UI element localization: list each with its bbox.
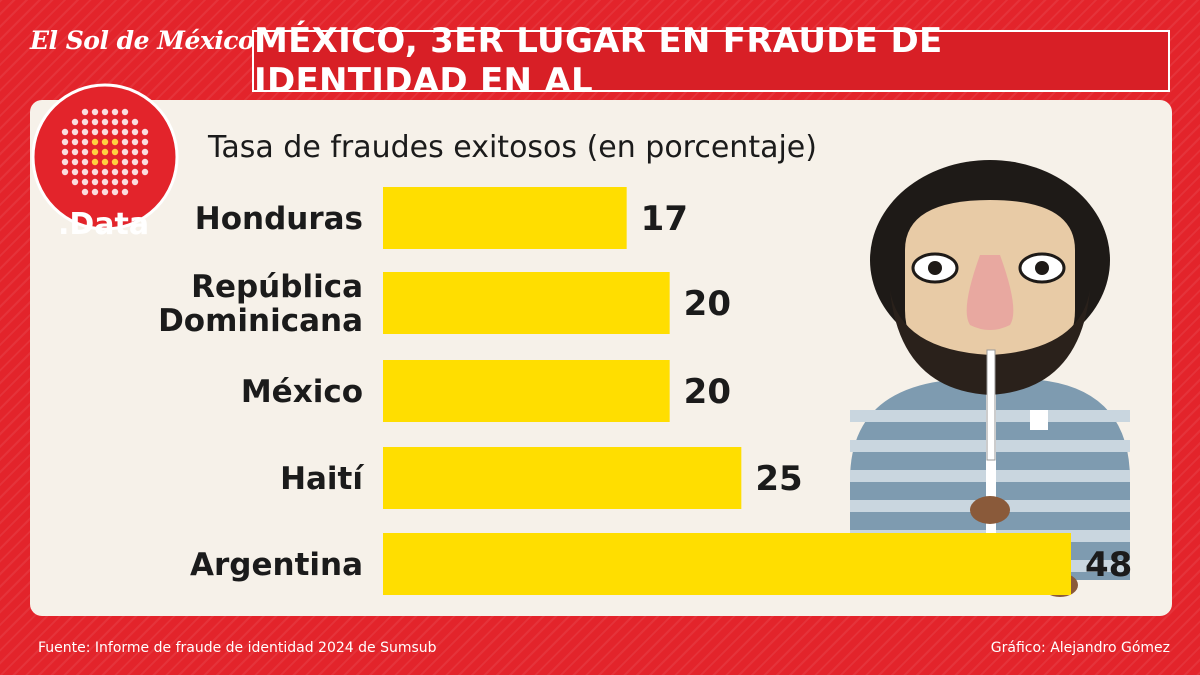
logo-dot bbox=[61, 148, 69, 156]
logo-dot bbox=[131, 138, 139, 146]
logo-dot bbox=[91, 128, 99, 136]
logo-dot bbox=[121, 178, 129, 186]
logo-dot bbox=[91, 138, 99, 146]
logo-dot bbox=[131, 158, 139, 166]
logo-dot bbox=[121, 108, 129, 116]
logo-dot bbox=[71, 168, 79, 176]
logo-dot bbox=[91, 178, 99, 186]
logo-dot bbox=[111, 148, 119, 156]
source-note: Fuente: Informe de fraude de identidad 2… bbox=[38, 640, 437, 656]
bar-0 bbox=[383, 187, 627, 249]
logo-dot bbox=[111, 108, 119, 116]
logo-dot bbox=[111, 178, 119, 186]
value-label: 17 bbox=[641, 199, 688, 239]
headline-box: MÉXICO, 3ER LUGAR EN FRAUDE DE IDENTIDAD… bbox=[252, 21, 1170, 101]
value-label: 48 bbox=[1085, 545, 1132, 585]
logo-dot bbox=[141, 168, 149, 176]
fraudster-illustration-icon bbox=[850, 160, 1130, 597]
headline: MÉXICO, 3ER LUGAR EN FRAUDE DE IDENTIDAD… bbox=[254, 21, 943, 101]
data-logo-label: .Data bbox=[58, 207, 149, 242]
category-label: Honduras bbox=[195, 201, 363, 237]
logo-dot bbox=[131, 118, 139, 126]
bar-4 bbox=[383, 533, 1071, 595]
logo-dot bbox=[121, 168, 129, 176]
logo-dot bbox=[81, 178, 89, 186]
logo-dot bbox=[91, 108, 99, 116]
logo-dot bbox=[61, 138, 69, 146]
logo-dot bbox=[131, 168, 139, 176]
category-label: República bbox=[191, 269, 363, 305]
logo-dot bbox=[101, 108, 109, 116]
category-label: Haití bbox=[280, 461, 364, 497]
logo-dot bbox=[91, 168, 99, 176]
logo-dot bbox=[121, 148, 129, 156]
logo-dot bbox=[91, 118, 99, 126]
logo-dot bbox=[81, 188, 89, 196]
logo-dot bbox=[101, 148, 109, 156]
logo-dot bbox=[111, 188, 119, 196]
value-label: 25 bbox=[755, 459, 802, 499]
logo-dot bbox=[81, 108, 89, 116]
category-label: Dominicana bbox=[158, 303, 363, 339]
logo-dot bbox=[141, 158, 149, 166]
logo-dot bbox=[111, 128, 119, 136]
logo-dot bbox=[101, 128, 109, 136]
logo-dot bbox=[81, 128, 89, 136]
logo-dot bbox=[111, 158, 119, 166]
logo-dot bbox=[141, 128, 149, 136]
value-label: 20 bbox=[684, 372, 731, 412]
category-label: México bbox=[241, 374, 363, 410]
logo-dot bbox=[121, 138, 129, 146]
logo-dot bbox=[101, 178, 109, 186]
logo-dot bbox=[101, 118, 109, 126]
logo-dot bbox=[91, 158, 99, 166]
logo-dot bbox=[101, 138, 109, 146]
logo-dot bbox=[121, 118, 129, 126]
bar-1 bbox=[383, 272, 670, 334]
bar-3 bbox=[383, 447, 742, 509]
logo-dot bbox=[71, 158, 79, 166]
logo-dot bbox=[91, 148, 99, 156]
chart-title: Tasa de fraudes exitosos (en porcentaje) bbox=[208, 130, 817, 165]
value-label: 20 bbox=[684, 284, 731, 324]
logo-dot bbox=[61, 168, 69, 176]
logo-dot bbox=[81, 168, 89, 176]
logo-dot bbox=[71, 138, 79, 146]
logo-dot bbox=[81, 118, 89, 126]
logo-dot bbox=[141, 148, 149, 156]
logo-dot bbox=[71, 178, 79, 186]
logo-dot bbox=[71, 118, 79, 126]
dot-pattern-icon bbox=[61, 108, 149, 196]
logo-dot bbox=[81, 148, 89, 156]
logo-dot bbox=[121, 188, 129, 196]
logo-dot bbox=[131, 178, 139, 186]
logo-dot bbox=[81, 138, 89, 146]
logo-dot bbox=[61, 128, 69, 136]
masthead: El Sol de México bbox=[30, 26, 255, 55]
logo-dot bbox=[81, 158, 89, 166]
logo-dot bbox=[71, 148, 79, 156]
logo-dot bbox=[111, 118, 119, 126]
data-logo: .Data bbox=[31, 83, 179, 242]
logo-dot bbox=[111, 138, 119, 146]
logo-dot bbox=[71, 128, 79, 136]
logo-dot bbox=[121, 158, 129, 166]
logo-dot bbox=[91, 188, 99, 196]
graphic-credit: Gráfico: Alejandro Gómez bbox=[990, 640, 1170, 656]
logo-dot bbox=[101, 188, 109, 196]
logo-dot bbox=[121, 128, 129, 136]
logo-dot bbox=[131, 128, 139, 136]
bar-2 bbox=[383, 360, 670, 422]
logo-dot bbox=[131, 148, 139, 156]
logo-dot bbox=[101, 168, 109, 176]
logo-dot bbox=[111, 168, 119, 176]
logo-dot bbox=[61, 158, 69, 166]
category-label: Argentina bbox=[190, 547, 363, 583]
logo-dot bbox=[141, 138, 149, 146]
logo-dot bbox=[101, 158, 109, 166]
